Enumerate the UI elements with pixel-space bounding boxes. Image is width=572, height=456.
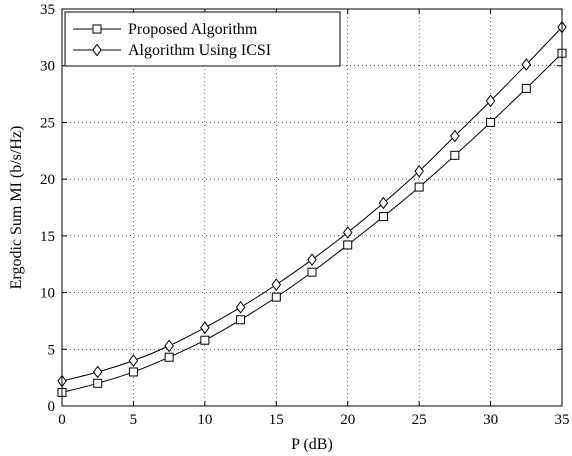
- diamond-marker: [92, 365, 103, 379]
- y-tick-label: 35: [40, 2, 55, 18]
- x-tick-label: 10: [197, 412, 212, 428]
- y-tick-label: 25: [40, 115, 55, 131]
- legend-entry-2: Algorithm Using ICSI: [73, 42, 271, 59]
- x-tick-label: 30: [483, 412, 498, 428]
- legend-label: Algorithm Using ICSI: [128, 42, 271, 59]
- square-marker: [236, 315, 246, 325]
- square-marker: [200, 335, 210, 345]
- y-tick-label: 15: [40, 229, 55, 245]
- diamond-marker: [485, 94, 496, 108]
- series-line-2: [61, 26, 563, 382]
- diamond-marker: [128, 354, 139, 367]
- square-marker: [450, 150, 460, 160]
- x-tick-label: 0: [58, 412, 66, 428]
- diamond-marker: [271, 278, 282, 291]
- legend-box: [64, 11, 341, 67]
- square-marker: [521, 83, 531, 93]
- y-tick-label: 30: [40, 59, 55, 75]
- legend: Proposed Algorithm Algorithm Using ICSI: [64, 11, 341, 67]
- x-tick-label: 5: [130, 412, 138, 428]
- grid: [62, 9, 562, 406]
- legend-diamond-marker: [92, 43, 102, 57]
- diamond-marker: [164, 339, 174, 353]
- x-tick-label: 35: [555, 412, 570, 428]
- square-marker: [164, 352, 174, 362]
- diamond-marker: [450, 129, 460, 143]
- series-layer: [57, 20, 567, 397]
- square-marker: [128, 367, 138, 377]
- legend-label: Proposed Algorithm: [128, 21, 258, 38]
- diamond-marker: [378, 196, 389, 210]
- square-marker: [271, 292, 281, 302]
- series-2: [57, 20, 567, 388]
- axes: 0 5 10 15 20 25 30 35 0 5 10 15 20 25 30 35: [40, 2, 570, 428]
- series-1: [57, 48, 567, 397]
- square-marker: [378, 212, 388, 222]
- x-tick-label: 25: [412, 412, 427, 428]
- diamond-marker: [307, 253, 317, 267]
- legend-square-marker: [92, 24, 102, 34]
- y-tick-label: 5: [48, 342, 56, 358]
- diamond-marker: [235, 300, 246, 314]
- square-marker: [93, 378, 103, 388]
- diamond-marker: [200, 321, 210, 335]
- y-axis-title: Ergodic Sum MI (b/s/Hz): [8, 126, 25, 290]
- plot-frame: [61, 8, 563, 407]
- y-tick-label: 0: [48, 399, 56, 415]
- x-tick-label: 20: [340, 412, 355, 428]
- y-tick-label: 10: [40, 286, 55, 302]
- square-marker: [486, 117, 496, 127]
- y-tick-label: 20: [40, 172, 55, 188]
- legend-entry-1: Proposed Algorithm: [73, 21, 258, 38]
- square-marker: [414, 182, 424, 192]
- square-marker: [343, 240, 353, 250]
- x-tick-label: 15: [269, 412, 284, 428]
- x-axis-title: P (dB): [291, 436, 333, 453]
- diamond-marker: [414, 164, 424, 178]
- diamond-marker: [521, 58, 532, 71]
- diamond-marker: [342, 226, 353, 239]
- square-marker: [307, 267, 317, 277]
